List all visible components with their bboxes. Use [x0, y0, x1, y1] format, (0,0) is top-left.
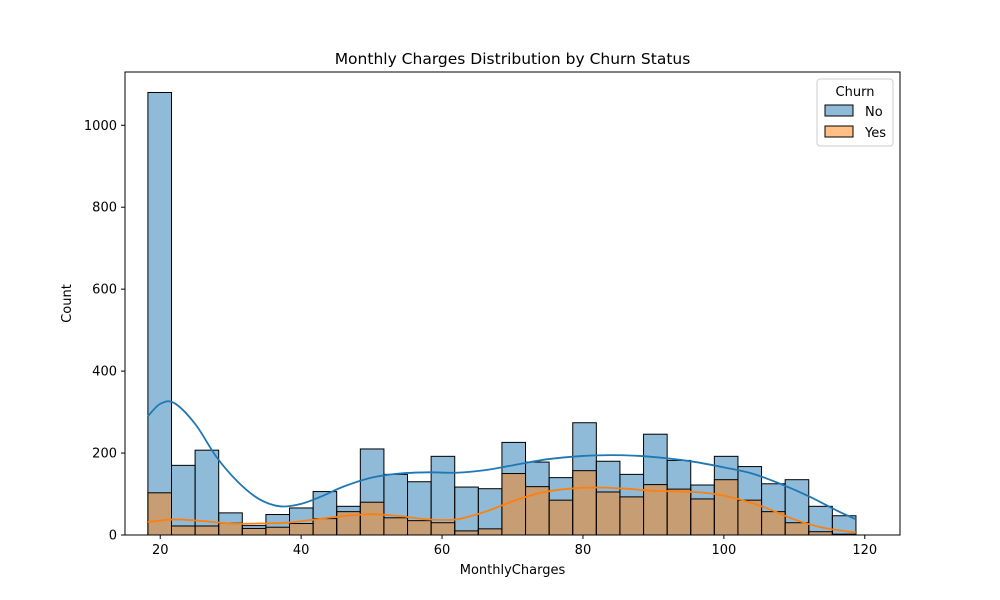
y-axis: 0 200 400 600 800 1000 [84, 119, 125, 544]
bar-no-0 [147, 91, 172, 536]
axes-frame [124, 71, 901, 536]
y-axis-label: Count [60, 284, 75, 323]
bar-yes-19 [595, 491, 621, 536]
x-tick-label-60: 60 [434, 543, 451, 558]
legend-label-yes: Yes [864, 126, 886, 141]
bar-yes-17 [548, 499, 574, 536]
x-tick-label-40: 40 [293, 543, 310, 558]
x-tick-label-100: 100 [711, 543, 736, 558]
x-axis: 20 40 60 80 100 120 [152, 535, 877, 558]
bar-yes-10 [383, 517, 409, 536]
bar-yes-2 [194, 525, 220, 536]
x-tick-label-20: 20 [152, 543, 169, 558]
bar-yes-0 [147, 492, 172, 536]
bar-no-14 [477, 488, 503, 536]
bar-yes-14 [477, 528, 503, 536]
legend-swatch-yes [824, 125, 854, 138]
x-tick-label-120: 120 [852, 543, 877, 558]
y-tick-label-0: 0 [109, 529, 117, 544]
bar-yes-21 [643, 484, 668, 536]
x-axis-label: MonthlyCharges [460, 563, 566, 578]
bar-no-28 [808, 505, 833, 536]
bar-yes-22 [666, 488, 692, 536]
chart-title: Monthly Charges Distribution by Churn St… [335, 50, 691, 68]
bar-no-1 [171, 464, 196, 536]
bar-yes-6 [289, 523, 314, 536]
bar-yes-1 [171, 525, 196, 536]
bar-yes-12 [430, 522, 456, 536]
bar-yes-11 [407, 520, 432, 536]
bar-yes-13 [454, 530, 479, 536]
y-tick-label-1000: 1000 [84, 119, 117, 134]
bar-yes-3 [218, 522, 243, 536]
bar-yes-23 [690, 498, 715, 536]
bar-yes-24 [713, 479, 739, 536]
y-tick-label-200: 200 [92, 447, 117, 462]
bar-yes-18 [572, 470, 597, 536]
kde-line-yes [147, 486, 857, 534]
x-tick-label-80: 80 [575, 543, 592, 558]
bar-yes-20 [619, 496, 645, 536]
legend-title: Churn [836, 85, 875, 100]
bar-yes-27 [784, 522, 810, 536]
y-tick-label-800: 800 [92, 201, 117, 216]
legend-swatch-no [824, 104, 854, 117]
legend: Churn No Yes [816, 78, 894, 147]
kde-line-no [147, 400, 857, 521]
bar-yes-7 [312, 518, 338, 536]
y-tick-label-600: 600 [92, 283, 117, 298]
bar-no-13 [454, 486, 479, 536]
y-tick-label-400: 400 [92, 365, 117, 380]
bar-yes-9 [359, 501, 385, 536]
bar-yes-4 [241, 527, 267, 536]
legend-label-no: No [865, 105, 883, 120]
bar-yes-5 [265, 526, 291, 536]
